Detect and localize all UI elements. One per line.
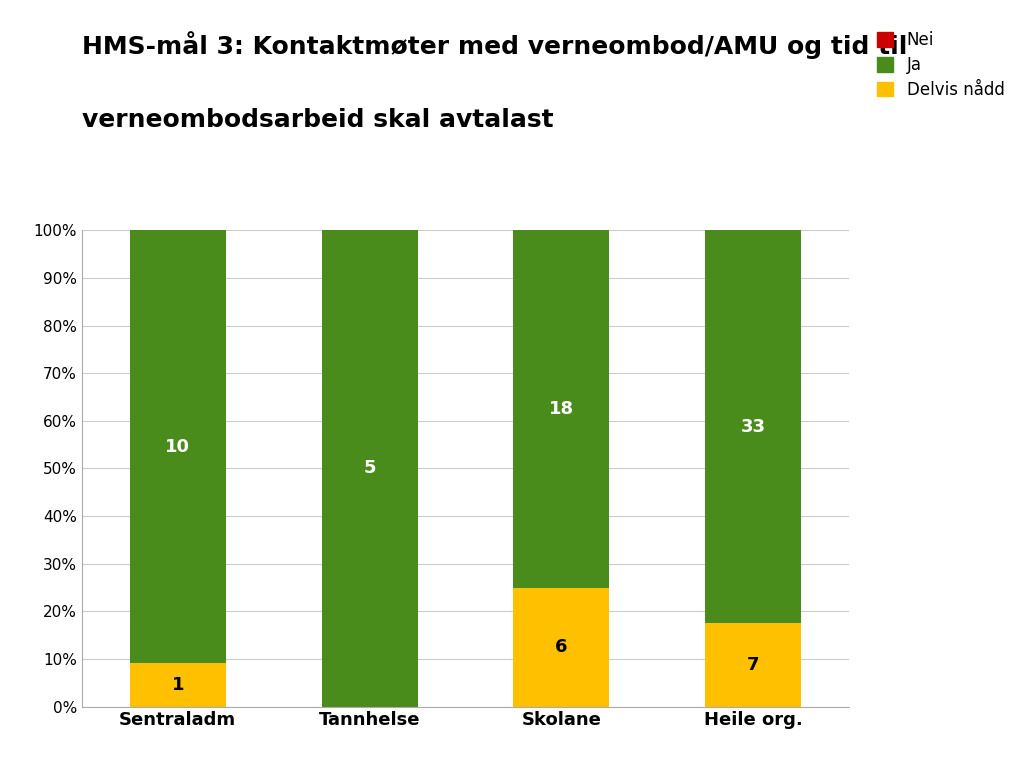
- Legend: Nei, Ja, Delvis nådd: Nei, Ja, Delvis nådd: [877, 31, 1005, 99]
- Bar: [705, 624, 801, 707]
- Text: 5: 5: [363, 459, 375, 478]
- Text: 18: 18: [548, 400, 574, 418]
- Bar: [514, 230, 610, 588]
- Bar: [130, 664, 226, 707]
- Bar: [705, 230, 801, 624]
- Text: 1: 1: [172, 676, 184, 694]
- Bar: [514, 588, 610, 707]
- Bar: [130, 230, 226, 664]
- Text: 33: 33: [741, 418, 765, 435]
- Text: verneombodsarbeid skal avtalast: verneombodsarbeid skal avtalast: [82, 108, 553, 131]
- Text: 7: 7: [747, 656, 759, 674]
- Text: 6: 6: [555, 638, 568, 656]
- Text: HMS-mål 3: Kontaktmøter med verneombod/AMU og tid til: HMS-mål 3: Kontaktmøter med verneombod/A…: [82, 31, 907, 58]
- Bar: [321, 230, 417, 707]
- Text: 10: 10: [166, 438, 190, 456]
